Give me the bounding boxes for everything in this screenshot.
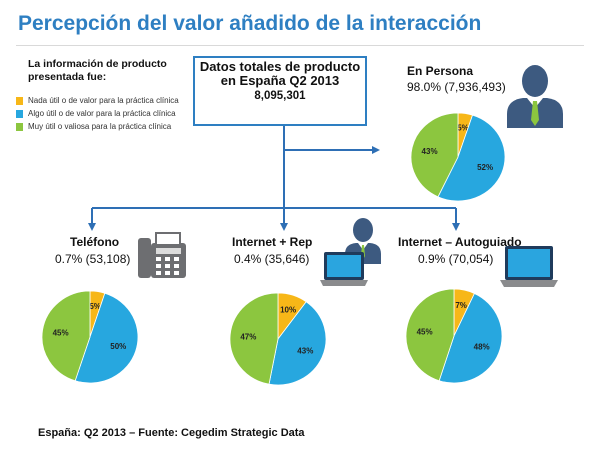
person-icon xyxy=(507,65,563,128)
pie-slice-muy xyxy=(410,112,459,198)
pie-label-nada: 5% xyxy=(457,123,469,132)
legend-label-nada: Nada útil o de valor para la práctica cl… xyxy=(28,96,179,105)
legend-item-algo: Algo útil o de valor para la práctica cl… xyxy=(16,109,201,119)
pie-slice-algo xyxy=(74,292,139,384)
pie-label-algo: 43% xyxy=(297,346,313,355)
title-divider xyxy=(16,45,584,46)
pie-internet-auto: 7% 48% 45% xyxy=(405,288,503,384)
pie-slice-muy xyxy=(229,292,279,385)
pie-label-nada: 10% xyxy=(280,305,296,314)
pie-label-algo: 50% xyxy=(110,342,126,351)
legend-label-algo: Algo útil o de valor para la práctica cl… xyxy=(28,109,176,118)
pie-label-muy: 43% xyxy=(422,147,438,156)
totals-value: 8,095,301 xyxy=(254,90,306,102)
pie-telefono: 5% 50% 45% xyxy=(41,290,139,384)
group-title-en-persona: En Persona xyxy=(407,64,474,78)
pie-label-muy: 45% xyxy=(53,329,69,338)
pie-slice-algo xyxy=(438,292,503,384)
legend-swatch-nada xyxy=(16,97,23,105)
pie-label-nada: 7% xyxy=(455,301,467,310)
pie-slice-muy xyxy=(41,290,91,382)
legend-item-muy: Muy útil o valiosa para la práctica clín… xyxy=(16,122,201,132)
legend-swatch-muy xyxy=(16,123,23,131)
pie-label-nada: 5% xyxy=(89,302,101,311)
group-stat-en-persona: 98.0% (7,936,493) xyxy=(407,80,506,94)
pie-en-persona: 5% 52% 43% xyxy=(410,112,506,202)
pie-label-muy: 45% xyxy=(417,327,433,336)
pie-label-algo: 48% xyxy=(474,343,490,352)
totals-box: Datos totales de producto en España Q2 2… xyxy=(193,56,367,126)
legend-swatch-algo xyxy=(16,110,23,118)
laptop-person-icon xyxy=(320,218,381,286)
legend-heading: La información de producto presentada fu… xyxy=(28,58,167,83)
legend-item-nada: Nada útil o de valor para la práctica cl… xyxy=(16,96,201,106)
phone-icon xyxy=(138,232,186,278)
pie-label-algo: 52% xyxy=(477,163,493,172)
group-stat-telefono: 0.7% (53,108) xyxy=(55,252,131,266)
group-stat-internet-rep: 0.4% (35,646) xyxy=(234,252,310,266)
group-stat-internet-auto: 0.9% (70,054) xyxy=(418,252,494,266)
group-title-telefono: Teléfono xyxy=(70,235,120,249)
pie-slice-algo xyxy=(268,301,327,386)
page-title: Percepción del valor añadido de la inter… xyxy=(18,12,482,35)
footer-source: España: Q2 2013 – Fuente: Cegedim Strate… xyxy=(38,427,305,439)
pie-slice-algo xyxy=(437,114,506,202)
pie-label-muy: 47% xyxy=(240,332,256,341)
legend: Nada útil o de valor para la práctica cl… xyxy=(16,96,201,135)
pie-internet-rep: 10% 43% 47% xyxy=(229,292,327,386)
totals-label: Datos totales de producto en España Q2 2… xyxy=(199,59,361,88)
group-title-internet-auto: Internet – Autoguiado xyxy=(398,235,522,249)
pie-slice-muy xyxy=(405,288,455,382)
laptop-icon xyxy=(500,246,558,287)
legend-label-muy: Muy útil o valiosa para la práctica clín… xyxy=(28,122,172,131)
group-title-internet-rep: Internet + Rep xyxy=(232,235,313,249)
